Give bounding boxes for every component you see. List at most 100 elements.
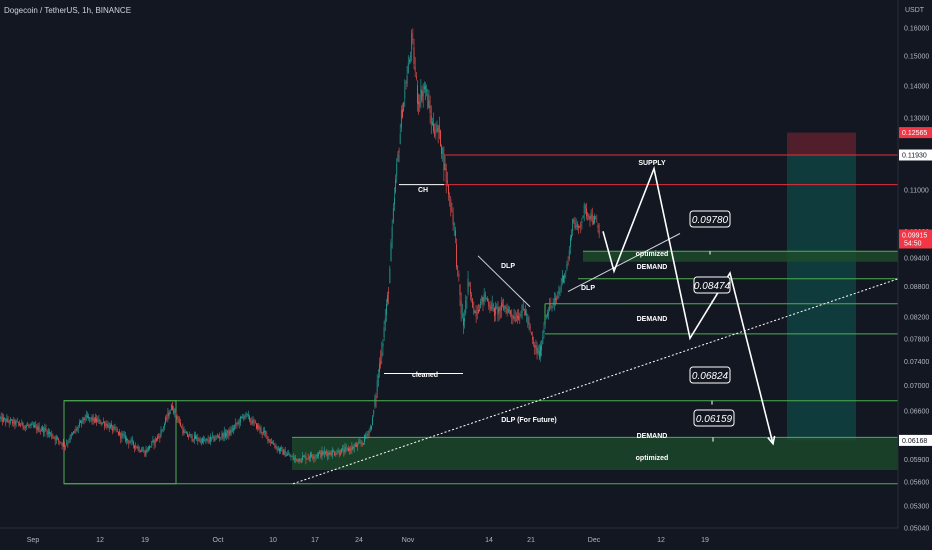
candle-body bbox=[84, 419, 86, 420]
price-tick: 0.05040 bbox=[904, 525, 929, 532]
cleaned-label: cleaned bbox=[412, 372, 438, 379]
candle-body bbox=[499, 307, 501, 311]
price-tick: 0.07400 bbox=[904, 359, 929, 366]
candle-body bbox=[297, 459, 299, 462]
dlp-future-trendline[interactable] bbox=[292, 278, 899, 485]
candle-body bbox=[363, 442, 364, 445]
candle-body bbox=[426, 89, 428, 92]
time-tick: 10 bbox=[269, 537, 277, 544]
optimized-zone-upper[interactable] bbox=[583, 251, 898, 262]
candle-body bbox=[392, 207, 394, 223]
price-tick: 0.08200 bbox=[904, 315, 929, 322]
candle-body bbox=[67, 442, 69, 444]
candle-body bbox=[54, 437, 56, 441]
candle-body bbox=[557, 296, 559, 298]
optimized-demand-zone[interactable] bbox=[292, 437, 898, 470]
price-tick: 0.05300 bbox=[904, 504, 929, 511]
candle-body bbox=[417, 85, 418, 104]
candle-body bbox=[404, 90, 406, 99]
candle-body bbox=[480, 301, 482, 309]
callout-0.06159[interactable]: 0.06159 bbox=[693, 409, 735, 427]
candle-body bbox=[59, 440, 61, 443]
candle-body bbox=[281, 447, 283, 449]
candle-body bbox=[70, 434, 72, 436]
candle-body bbox=[261, 432, 263, 434]
time-axis[interactable]: Sep 12 19 Oct 10 17 24 Nov 14 21 Dec 12 19 bbox=[0, 527, 898, 550]
candle-body bbox=[164, 424, 165, 427]
candle-body bbox=[80, 420, 81, 423]
candle-body bbox=[158, 436, 160, 438]
short-position-reward[interactable] bbox=[787, 154, 856, 441]
candle-body bbox=[18, 422, 19, 424]
candle-body bbox=[250, 420, 252, 422]
demand-label-3: DEMAND bbox=[637, 433, 668, 440]
callout-0.08474[interactable]: 0.08474 bbox=[693, 276, 731, 294]
candle-body bbox=[541, 344, 543, 350]
candle-body bbox=[135, 446, 137, 448]
candle-body bbox=[1, 417, 3, 423]
price-tick: 0.09400 bbox=[904, 256, 929, 263]
candle-body bbox=[471, 295, 472, 297]
candle-body bbox=[529, 326, 531, 329]
candle-body bbox=[357, 443, 359, 447]
candle-body bbox=[93, 417, 95, 423]
candle-body bbox=[118, 431, 119, 436]
candle-body bbox=[586, 208, 587, 217]
candle-body bbox=[268, 439, 270, 441]
candle-body bbox=[568, 250, 570, 259]
candle-body bbox=[174, 409, 176, 413]
candle-body bbox=[594, 215, 595, 223]
price-axis[interactable]: USDT 0.160000.150000.140000.130000.12000… bbox=[897, 0, 932, 550]
candle-body bbox=[387, 294, 388, 303]
dlp-trendline-1[interactable] bbox=[477, 255, 531, 308]
candle-body bbox=[58, 438, 60, 441]
candle-body bbox=[214, 439, 216, 440]
candle-body bbox=[368, 430, 370, 434]
candle-body bbox=[179, 420, 180, 422]
callout-0.06824[interactable]: 0.06824 bbox=[689, 366, 731, 384]
candle-body bbox=[235, 422, 237, 426]
candle-body bbox=[23, 426, 25, 430]
zones-layer bbox=[63, 132, 898, 485]
candle-body bbox=[287, 454, 288, 456]
candle-body bbox=[83, 417, 85, 421]
candle-body bbox=[236, 423, 238, 425]
candle-body bbox=[285, 455, 287, 457]
candle-body bbox=[308, 457, 310, 459]
candle-body bbox=[82, 417, 84, 423]
candle-body bbox=[106, 424, 108, 428]
candle-body bbox=[133, 441, 134, 446]
candle-body bbox=[587, 214, 589, 216]
candle-body bbox=[565, 271, 567, 273]
candle-body bbox=[466, 296, 468, 299]
candle-body bbox=[413, 47, 415, 64]
projection-path[interactable] bbox=[602, 165, 774, 444]
candle-body bbox=[97, 419, 99, 422]
candle-body bbox=[588, 214, 590, 219]
candle-body bbox=[120, 432, 122, 439]
candle-body bbox=[46, 430, 48, 436]
candle-body bbox=[206, 438, 208, 440]
short-position-risk[interactable] bbox=[787, 132, 856, 155]
candle-body bbox=[168, 412, 170, 416]
symbol-title[interactable]: Dogecoin / TetherUS, 1h, BINANCE bbox=[4, 6, 131, 15]
lines-layer bbox=[64, 154, 898, 485]
time-tick: 21 bbox=[527, 537, 535, 544]
candle-body bbox=[313, 457, 315, 459]
candle-body bbox=[284, 450, 286, 457]
candle-body bbox=[95, 417, 96, 422]
candle-body bbox=[545, 314, 547, 317]
dlp-trendline-2[interactable] bbox=[567, 233, 681, 293]
candle-body bbox=[273, 443, 275, 445]
callout-0.09780[interactable]: 0.09780 bbox=[689, 210, 731, 228]
candle-body bbox=[482, 297, 484, 304]
candle-body bbox=[113, 426, 115, 431]
candle-body bbox=[72, 433, 73, 435]
candle-body bbox=[275, 446, 277, 448]
candle-body bbox=[560, 284, 562, 287]
candle-body bbox=[377, 376, 379, 378]
candle-body bbox=[47, 431, 49, 435]
candle-body bbox=[350, 448, 352, 452]
candle-body bbox=[3, 417, 4, 422]
